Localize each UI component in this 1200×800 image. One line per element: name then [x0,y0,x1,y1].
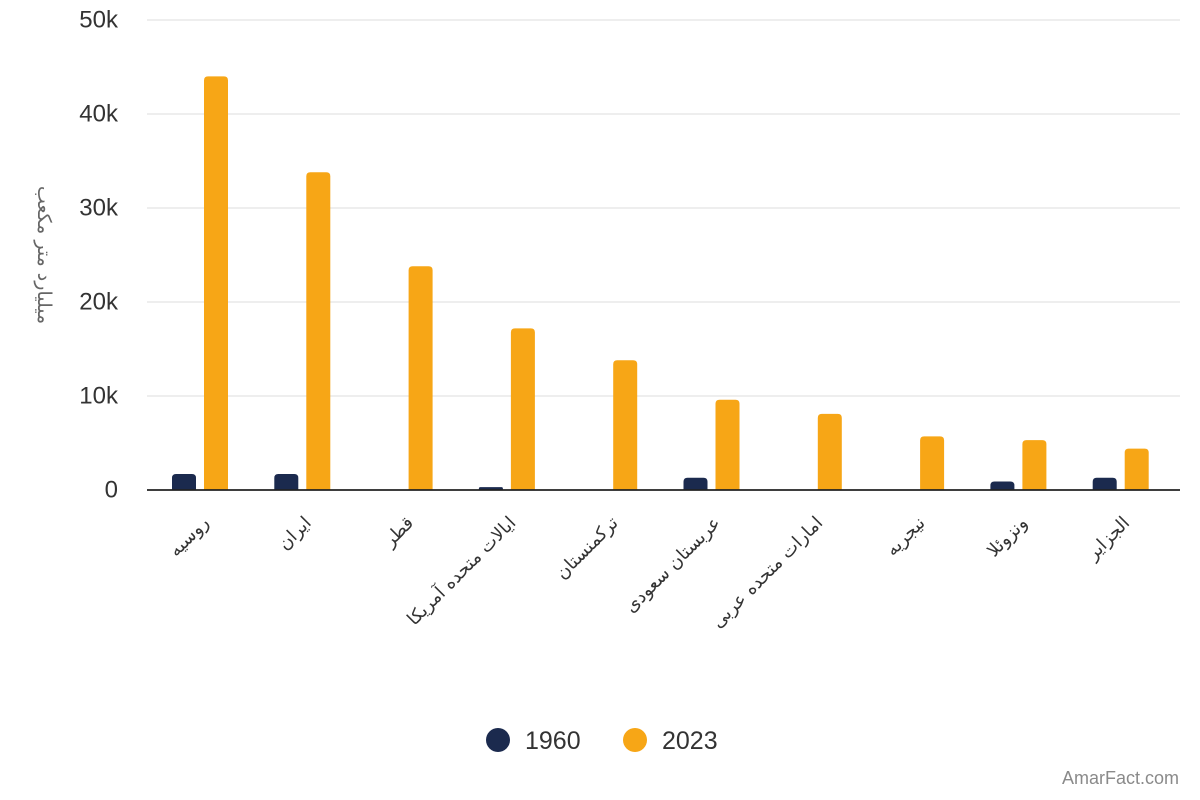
legend[interactable]: 1960 2023 [486,727,718,755]
bars [172,76,1149,491]
y-tick-label: 10k [79,383,119,410]
bar-2023-5[interactable] [715,399,740,490]
x-tick-label: امارات متحده عربی [707,513,827,633]
x-tick-label: روسیه [165,513,213,561]
bar-1960-8[interactable] [990,481,1015,490]
x-tick-label: الجزایر [1082,513,1134,565]
legend-marker-2023[interactable] [623,728,647,752]
x-tick-label: ایران [274,513,316,555]
bar-2023-4[interactable] [613,360,638,490]
y-tick-label: 50k [79,7,119,34]
bar-1960-0[interactable] [172,474,196,490]
x-tick-label: ونزوئلا [983,513,1032,562]
gridlines [147,19,1180,397]
bar-2023-1[interactable] [306,172,331,490]
bar-1960-1[interactable] [274,474,299,490]
x-tick-label: نیجریه [882,513,930,561]
bar-2023-6[interactable] [817,413,842,490]
bar-2023-3[interactable] [510,328,535,490]
bar-2023-8[interactable] [1022,440,1047,490]
bar-2023-0[interactable] [204,76,228,491]
legend-label-1960[interactable]: 1960 [525,727,581,755]
y-tick-label: 0 [105,477,118,504]
bar-2023-2[interactable] [408,266,433,490]
watermark: AmarFact.com [1062,768,1179,788]
legend-marker-1960[interactable] [486,728,510,752]
bar-1960-5[interactable] [683,477,708,490]
bar-2023-9[interactable] [1124,448,1149,490]
y-tick-label: 20k [79,289,119,316]
legend-label-2023[interactable]: 2023 [662,727,718,755]
bar-2023-7[interactable] [920,436,945,490]
y-tick-label: 30k [79,195,119,222]
x-tick-label: عربستان سعودی [620,513,724,617]
x-tick-label: قطر [379,513,418,552]
bar-1960-9[interactable] [1092,477,1117,490]
y-axis-ticks: 0 10k 20k 30k 40k 50k [79,7,119,504]
x-tick-label: ترکمنستان [552,513,623,584]
y-axis-title: میلیارد متر مکعب [33,186,55,324]
y-tick-label: 40k [79,101,119,128]
x-tick-label: ایالات متحده آمریکا [402,511,521,630]
